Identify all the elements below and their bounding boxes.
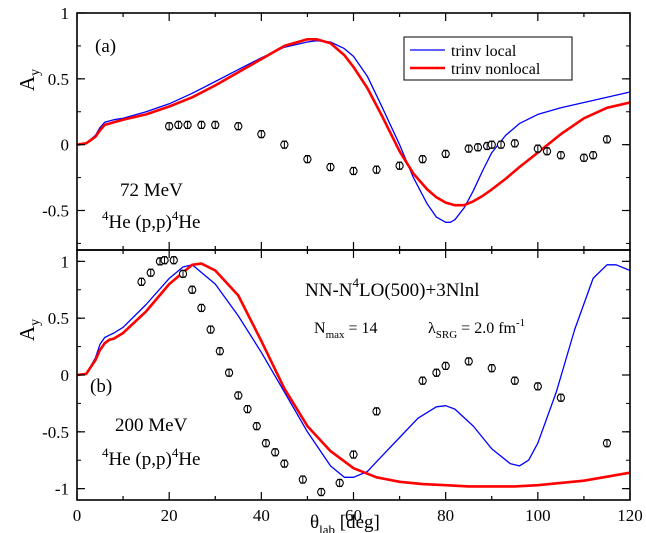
panel-a-data-point [349, 166, 358, 176]
panel-a-data-point [234, 122, 243, 131]
panel-a-data-point [473, 143, 483, 152]
panel-a-data-point [395, 161, 404, 170]
panel-b-data-point [178, 269, 188, 279]
panel-a-data-point [197, 120, 206, 130]
panel-b-ytick-label: -1 [55, 480, 69, 499]
panel-b-data-point [349, 450, 358, 459]
panel-b-ytick-label: 1 [61, 252, 70, 271]
panel-a-data-point [556, 151, 566, 160]
panel-b-data-point [188, 285, 197, 294]
panel-b-ytick-label: 0 [61, 366, 70, 385]
panel-a-data-point [165, 122, 174, 131]
panel-b-data-point [137, 277, 146, 286]
xtick-label: 20 [161, 506, 178, 525]
panel-b-data-point [372, 407, 381, 416]
panel-b-data-point [317, 487, 326, 497]
panel-b-data-point [487, 364, 496, 373]
panel-b-data-point [197, 303, 206, 313]
panel-a-data-point [280, 140, 289, 149]
xtick-label: 80 [437, 506, 454, 525]
panel-a-data-point [464, 144, 473, 153]
panel-b-data-point [261, 439, 271, 448]
panel-a-data-point [257, 129, 266, 139]
panel-b-curve-trinv-nonlocal [76, 262, 631, 488]
panel-a-data-point [496, 140, 506, 149]
panel-a-ytick-label: -0.5 [42, 202, 69, 221]
interaction-label: NN-N4LO(500)+3Nlnl [305, 275, 479, 301]
srg-label: λSRG = 2.0 fm-1 [428, 317, 525, 341]
panel-a-data-point [183, 120, 192, 130]
panel-a-data-point [303, 154, 312, 164]
panel-b-data-point [252, 421, 261, 431]
panel-a-data-point [510, 139, 519, 148]
panel-a-data-point [372, 165, 381, 174]
panel-a-data-point [211, 120, 220, 130]
panel-b-data-point [271, 448, 280, 457]
panel-a-data-point [602, 135, 612, 144]
panel-b: 10.50-0.5-10 20 40 60 80 100 120 (b) Ay 200 Me… [15, 249, 643, 533]
panel-b-data-point [169, 256, 178, 265]
panel-a-data-point [533, 144, 542, 153]
panel-b-data-point [602, 439, 612, 448]
panel-b-data-point [464, 357, 473, 366]
panel-a-label: (a) [95, 36, 116, 57]
panel-b-data-point [432, 368, 441, 377]
xtick-label: 0 [73, 506, 82, 525]
panel-b-data-point [510, 376, 519, 385]
panel-a-data-point [579, 153, 589, 162]
panel-b-data-point [206, 325, 215, 334]
panel-b-data-point [335, 478, 344, 488]
panel-b-data-point [533, 382, 542, 391]
panel-b-data-point [215, 346, 225, 356]
panel-b-data-point [298, 475, 307, 484]
panel-a-ytick-label: 0.5 [48, 70, 69, 89]
panel-b-ytick-label: -0.5 [42, 423, 69, 442]
panel-b-data-point [280, 459, 289, 468]
panel-a-reaction-label: 4He (p,p)4He [102, 208, 200, 233]
panel-b-data-point [160, 256, 169, 265]
panel-b-label: (b) [90, 376, 112, 397]
panel-b-data-point [556, 393, 566, 402]
panel-a-data-point [441, 149, 450, 159]
xtick-label: 120 [617, 506, 643, 525]
panel-a-data-point [418, 154, 427, 164]
panel-b-data-point [234, 391, 243, 400]
panel-a-energy-label: 72 MeV [120, 180, 183, 201]
panel-a-ylabel: Ay [15, 69, 43, 91]
legend: trinv local trinv nonlocal [403, 36, 573, 81]
panel-b-curve-trinv-local [76, 264, 631, 478]
panel-a-data-point [326, 162, 335, 172]
panel-a-data-point [174, 120, 183, 130]
legend-label-local: trinv local [451, 43, 517, 60]
panel-b-data-point [243, 404, 252, 414]
panel-a-ytick-label: 1 [61, 4, 70, 23]
panel-b-reaction-label: 4He (p,p)4He [102, 445, 200, 470]
panel-b-data-point [146, 268, 155, 277]
panel-a-data-point [542, 147, 552, 156]
panel-b-ytick-label: 0.5 [48, 309, 69, 328]
panel-b-data-point [418, 376, 427, 385]
legend-box [403, 36, 573, 81]
xtick-label: 60 [345, 506, 362, 525]
panel-a-data-point [588, 151, 598, 160]
nmax-label: Nmax = 14 [314, 320, 378, 341]
panel-b-data-point [441, 361, 450, 371]
panel-a: 1 0.5 0 -0.5 (a) Ay 72 MeV 4He (p,p)4He tri… [15, 4, 631, 251]
legend-label-nonlocal: trinv nonlocal [451, 61, 541, 78]
xtick-label: 40 [253, 506, 270, 525]
panel-b-ylabel: Ay [15, 319, 43, 341]
panel-a-ytick-label: 0 [61, 136, 70, 155]
panel-b-data-point [224, 368, 234, 377]
panel-a-data-point [487, 140, 496, 149]
panel-a-curve-trinv-nonlocal [76, 37, 631, 207]
panel-b-energy-label: 200 MeV [115, 415, 188, 436]
xtick-label: 100 [525, 506, 551, 525]
x-axis-label: θlab [deg] [310, 512, 380, 533]
